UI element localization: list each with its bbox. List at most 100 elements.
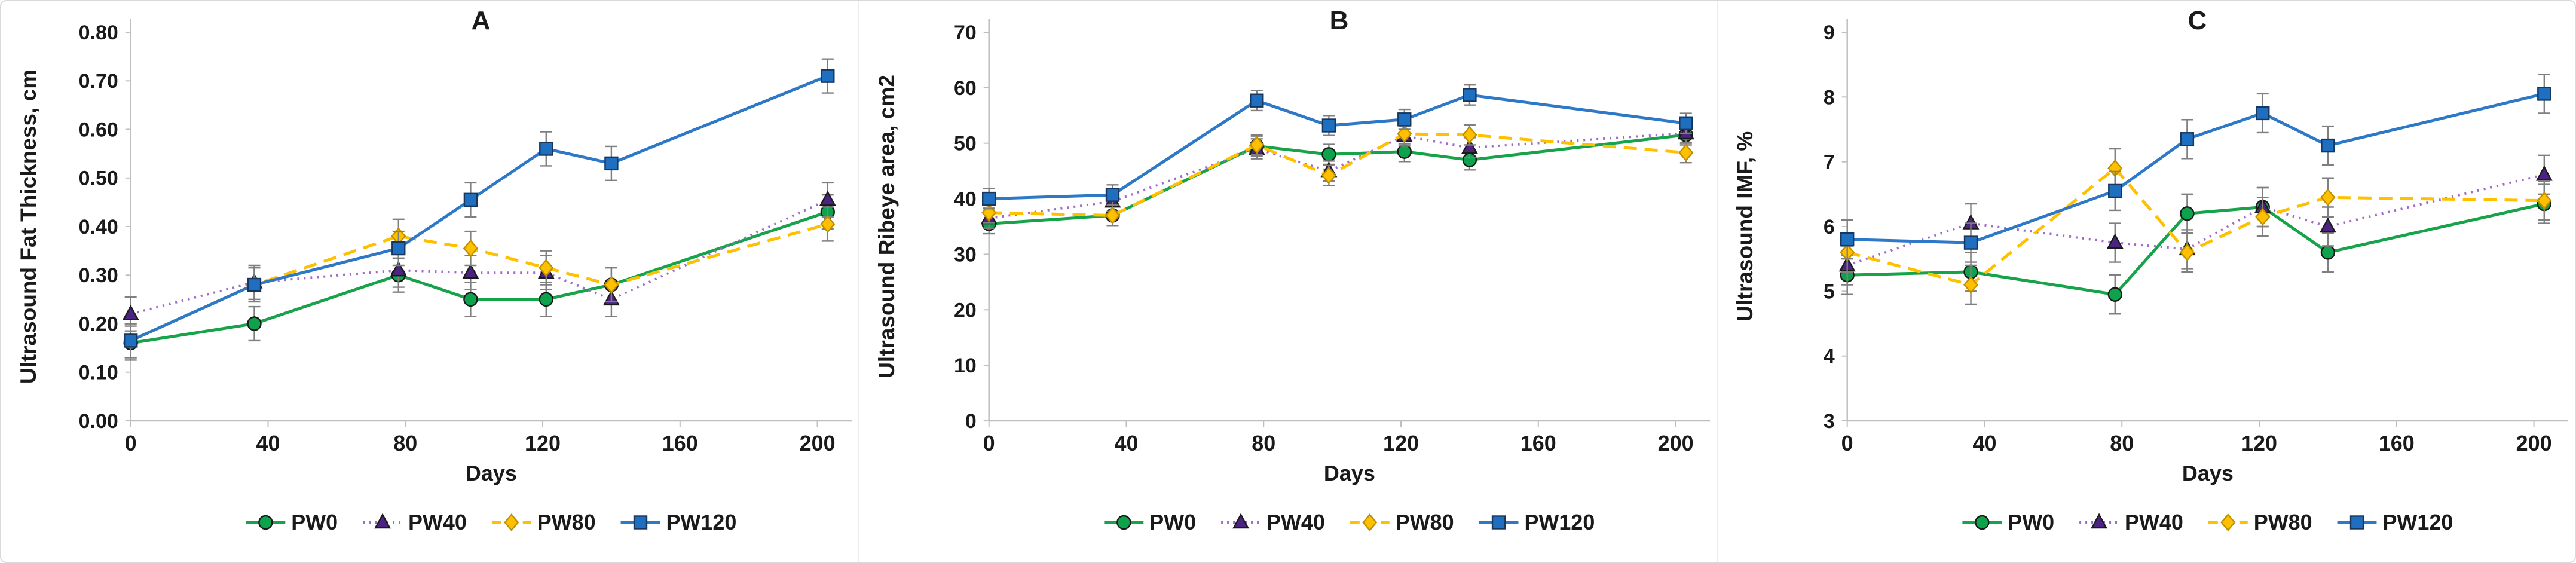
y-tick-label: 50 (954, 133, 977, 155)
panel-letter-c: C (2188, 6, 2208, 35)
y-axis-title: Ultrasound Ribeye area, cm2 (874, 75, 899, 378)
x-tick-label: 200 (2516, 431, 2552, 455)
diamond-marker (2220, 513, 2236, 531)
legend-item-PW80: PW80 (491, 510, 596, 534)
legend-item-PW40: PW40 (1221, 510, 1325, 534)
square-marker (2256, 106, 2270, 121)
circle-marker (1397, 144, 1412, 159)
error-bars-PW80 (983, 123, 1692, 227)
series-PW0 (1840, 183, 2551, 315)
legend-label: PW120 (1524, 510, 1595, 534)
y-tick-label: 0.50 (79, 167, 118, 190)
y-tick-label: 0.10 (79, 362, 118, 384)
y-axis-title: Ultrasound Fat Thickness, cm (16, 69, 41, 384)
diamond-marker (1462, 126, 1477, 144)
diamond-marker (2537, 191, 2552, 210)
circle-marker (247, 316, 262, 331)
legend: PW0 PW40 PW80 PW120 (1962, 510, 2453, 534)
square-marker (1463, 88, 1477, 102)
y-tick-label: 0.80 (79, 22, 118, 44)
legend-label: PW80 (2254, 510, 2312, 534)
y-tick-label: 0.70 (79, 70, 118, 93)
y-tick-label: 10 (954, 354, 977, 377)
square-marker (1679, 116, 1693, 130)
series-PW40 (980, 123, 1694, 229)
diamond-marker (820, 215, 836, 233)
diamond-marker (2320, 188, 2336, 207)
circle-marker (463, 292, 478, 307)
circle-marker (2320, 245, 2336, 260)
series-PW0-line (130, 210, 828, 345)
x-tick-label: 160 (662, 431, 698, 455)
series-PW80-markers (1840, 159, 2552, 294)
series-PW80-markers (981, 125, 1694, 225)
series-PW0-line (989, 133, 1687, 225)
legend-item-PW40: PW40 (363, 510, 467, 534)
legend-item-PW0: PW0 (246, 510, 338, 534)
series-PW40 (122, 182, 836, 332)
triangle-marker (2319, 217, 2336, 233)
triangle-marker (2091, 513, 2108, 529)
chart-c-svg: 3 4 5 6 7 8 9 0 40 80 120 160 200 Ultrasound IMF, % Da… (1733, 19, 2569, 534)
x-tick-label: 120 (525, 431, 561, 455)
y-tick-label: 7 (1824, 151, 1835, 174)
diamond-marker (1678, 143, 1694, 162)
legend-item-PW0: PW0 (1104, 510, 1196, 534)
chart-b-svg: 0 10 20 30 40 50 60 70 0 40 80 120 160 200 Ultrasound … (874, 19, 1711, 534)
chart-a-svg: 0.00 0.10 0.20 0.30 0.40 0.50 0.60 0.70 0.80 0 40 8… (16, 19, 852, 534)
x-tick-label: 40 (256, 431, 280, 455)
series-PW80 (123, 206, 836, 359)
square-marker (604, 156, 619, 171)
square-marker (1397, 112, 1412, 127)
triangle-marker (462, 263, 479, 279)
series-PW80 (1840, 148, 2552, 305)
x-tick-label: 200 (800, 431, 836, 455)
diamond-marker (463, 239, 478, 258)
square-marker (633, 515, 648, 530)
triangle-marker (122, 304, 139, 320)
circle-marker (539, 292, 553, 307)
square-marker (2349, 515, 2364, 530)
diamond-marker (1963, 276, 1979, 294)
legend-item-PW80: PW80 (1350, 510, 1454, 534)
series-PW120 (1840, 74, 2551, 263)
y-axis-title: Ultrasound IMF, % (1733, 131, 1757, 322)
y-tick-label: 60 (954, 77, 977, 100)
series-PW120-markers (124, 69, 835, 348)
y-tick-label: 5 (1824, 280, 1835, 303)
x-tick-label: 160 (2379, 431, 2415, 455)
circle-marker (1321, 147, 1336, 162)
y-tick-label: 3 (1824, 410, 1835, 433)
series-PW120-line (130, 74, 828, 342)
legend-item-PW80: PW80 (2208, 510, 2312, 534)
error-bars-PW40 (1841, 154, 2550, 286)
error-bars-PW40 (124, 182, 834, 332)
circle-marker (1116, 515, 1131, 530)
series-PW0 (123, 194, 835, 361)
y-tick-label: 0 (965, 410, 977, 433)
error-bars-PW120 (983, 84, 1692, 210)
series-PW40-line (130, 198, 828, 316)
panel-letter-a: A (471, 6, 491, 35)
legend-label: PW0 (1149, 510, 1196, 534)
x-tick-label: 0 (1841, 431, 1853, 455)
x-tick-label: 0 (125, 431, 137, 455)
series-PW40-markers (980, 124, 1694, 225)
legend: PW0 PW40 PW80 PW120 (246, 510, 736, 534)
series-PW120-markers (982, 88, 1693, 206)
error-bars-PW120 (124, 58, 834, 359)
error-bars-PW40 (983, 123, 1692, 229)
x-tick-label: 40 (1972, 431, 1996, 455)
y-tick-label: 0.20 (79, 313, 118, 335)
y-tick-label: 0.40 (79, 216, 118, 238)
diamond-marker (2255, 207, 2271, 226)
square-marker (2180, 132, 2195, 146)
chart-panel-b: 0 10 20 30 40 50 60 70 0 40 80 120 160 200 Ultrasound … (858, 1, 1717, 562)
triangle-marker (2535, 165, 2553, 181)
x-tick-label: 160 (1520, 431, 1556, 455)
square-marker (2537, 87, 2551, 101)
x-tick-label: 80 (393, 431, 417, 455)
legend-item-PW120: PW120 (1479, 510, 1595, 534)
x-tick-label: 80 (2110, 431, 2134, 455)
diamond-marker (539, 259, 554, 277)
